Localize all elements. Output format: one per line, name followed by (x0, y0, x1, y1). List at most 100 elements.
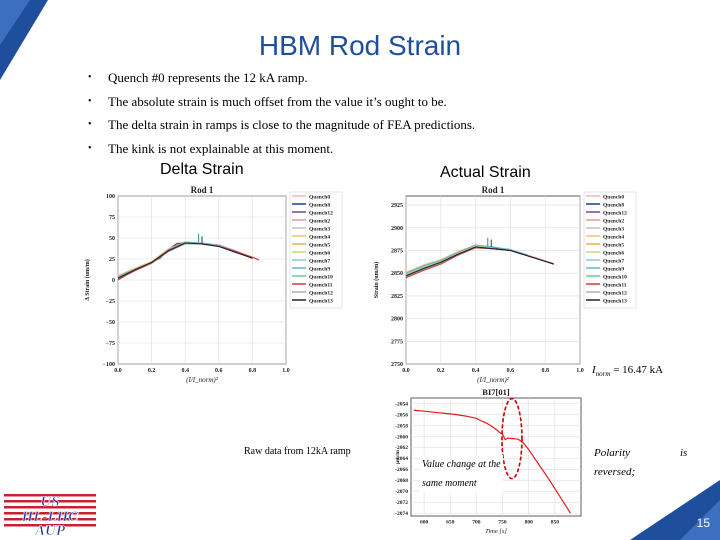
legend-entry: Quench4 (309, 235, 330, 241)
legend-entry: Quench3 (603, 227, 624, 233)
inorm-label: Inorm = 16.47 kA (592, 364, 663, 378)
series-line (413, 409, 572, 514)
legend-entry: Quench5 (309, 243, 330, 249)
x-tick-label: 0.8 (541, 368, 549, 374)
y-tick-label: 100 (106, 194, 115, 200)
us-hl-lhc-aup-logo: US HL-LHC AUP (4, 494, 96, 536)
y-axis-label: µm/m (395, 450, 401, 464)
slide-title: HBM Rod Strain (258, 30, 462, 61)
highlight-ellipse (501, 397, 523, 480)
legend-entry: Quench9 (309, 267, 330, 273)
y-tick-label: 2775 (391, 339, 403, 345)
actual-strain-heading: Actual Strain (440, 164, 531, 181)
inorm-symbol: I (592, 364, 596, 376)
x-tick-label: 0.0 (114, 368, 122, 374)
legend-entry: Quench2 (309, 219, 330, 225)
legend-entry: Quench8 (603, 203, 624, 209)
y-tick-label: -2072 (395, 500, 408, 506)
series-line (117, 242, 253, 279)
y-tick-label: 50 (109, 236, 115, 242)
y-tick-label: -2056 (395, 412, 408, 418)
bullet-item: The delta strain in ramps is close to th… (88, 113, 608, 137)
annotation-line-2: same moment (422, 478, 477, 489)
polarity-text: Polarity (594, 447, 631, 459)
bullet-item: The absolute strain is much offset from … (88, 90, 608, 114)
x-tick-label: 1.0 (282, 368, 290, 374)
x-tick-label: 700 (472, 520, 481, 526)
x-tick-label: 0.6 (215, 368, 223, 374)
reversed-text: reversed; (594, 466, 636, 478)
y-tick-label: 2750 (391, 362, 403, 368)
legend-entry: Quench12 (309, 291, 333, 297)
x-tick-label: 0.6 (507, 368, 515, 374)
x-tick-label: 0.2 (437, 368, 445, 374)
x-tick-label: 600 (420, 520, 429, 526)
y-tick-label: -2058 (395, 423, 408, 429)
y-tick-label: -2066 (395, 467, 408, 473)
series-line (117, 241, 236, 278)
chart-title: BI7[01] (482, 388, 510, 397)
legend-entry: Quench2 (603, 219, 624, 225)
legend-entry: Quench4 (603, 235, 624, 241)
y-tick-label: 75 (109, 215, 115, 221)
x-tick-label: 0.2 (148, 368, 156, 374)
x-tick-label: 750 (498, 520, 507, 526)
inorm-value: = 16.47 kA (610, 364, 664, 376)
legend-entry: Quench6 (603, 251, 624, 257)
y-axis-label: Δ Strain (um/m) (84, 259, 91, 300)
legend-entry: Quench13 (603, 299, 627, 305)
delta-strain-heading: Delta Strain (160, 161, 244, 178)
legend-entry: Quench13 (309, 299, 333, 305)
series-line (405, 244, 528, 274)
actual-strain-plot: 0.0 0.2 0.4 0.6 0.8 1.0 2925 2900 2875 2850 2825 28… (373, 185, 637, 384)
y-tick-label: 2825 (391, 294, 403, 300)
legend-entry: Quench11 (603, 283, 627, 289)
legend-entry: Quench5 (603, 243, 624, 249)
y-tick-label: 0 (112, 278, 115, 284)
y-tick-label: -2064 (395, 456, 408, 462)
legend-entry: Quench12 (309, 211, 333, 217)
series-line (405, 244, 476, 273)
legend-entry: Quench10 (309, 275, 333, 281)
page-number: 15 (696, 516, 710, 530)
legend-entry: Quench0 (603, 195, 624, 201)
y-tick-label: -2070 (395, 489, 408, 495)
y-tick-label: -2068 (395, 478, 408, 484)
bullet-item: Quench #0 represents the 12 kA ramp. (88, 66, 608, 90)
legend-entry: Quench7 (309, 259, 330, 265)
legend-entry: Quench7 (603, 259, 624, 265)
legend-entry: Quench11 (309, 283, 333, 289)
y-tick-label: 2800 (391, 317, 403, 323)
y-tick-label: -2062 (395, 445, 408, 451)
x-axis-label: (I/I_norm)² (477, 376, 510, 384)
legend-entry: Quench12 (603, 291, 627, 297)
svg-text:US: US (40, 494, 59, 510)
chart-title: Rod 1 (482, 185, 505, 195)
legend-entry: Quench10 (603, 275, 627, 281)
legend-entry: Quench9 (603, 267, 624, 273)
x-tick-label: 650 (446, 520, 455, 526)
y-axis-label: Strain (um/m) (373, 262, 380, 299)
y-tick-label: 2900 (391, 226, 403, 232)
legend-entry: Quench12 (603, 211, 627, 217)
delta-strain-plot: 0.0 0.2 0.4 0.6 0.8 1.0 100 75 50 25 0 −25 −50 −75 −10… (84, 185, 343, 384)
plot-frame (405, 195, 581, 365)
x-tick-label: 1.0 (576, 368, 584, 374)
legend-entry: Quench6 (309, 251, 330, 257)
y-tick-label: 2925 (391, 203, 403, 209)
y-tick-label: 2850 (391, 271, 403, 277)
raw-data-label: Raw data from 12kA ramp (244, 446, 351, 457)
y-tick-label: -2060 (395, 434, 408, 440)
x-tick-label: 0.0 (402, 368, 410, 374)
bullet-item: The kink is not explainable at this mome… (88, 137, 608, 161)
x-tick-label: 800 (525, 520, 534, 526)
delta-strain-chart: 0.0 0.2 0.4 0.6 0.8 1.0 100 75 50 25 0 −25 −50 −75 −10… (80, 182, 372, 392)
x-axis-label: (I/I_norm)² (186, 376, 219, 384)
corner-decoration (0, 0, 48, 80)
chart-title: Rod 1 (191, 185, 214, 195)
is-text: is (680, 447, 688, 459)
bullet-list: Quench #0 represents the 12 kA ramp. The… (88, 66, 608, 160)
x-axis-label: Time [s] (485, 528, 507, 535)
y-tick-label: −100 (103, 362, 115, 368)
legend-entry: Quench3 (309, 227, 330, 233)
